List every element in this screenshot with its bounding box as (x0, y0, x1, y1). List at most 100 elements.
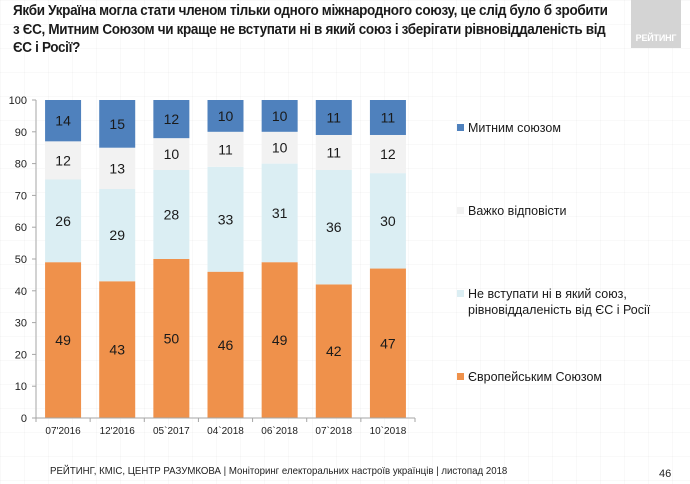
bar-segment-european-union (315, 284, 352, 418)
bar-segment-hard-to-say (207, 131, 244, 167)
page-title: Якби Україна могла стати членом тільки о… (13, 3, 608, 56)
data-label: 10 (272, 140, 288, 156)
legend-label: Митним союзом (468, 121, 561, 135)
bar-stack: 50 28 10 12 (153, 100, 190, 418)
y-tick-label: 80 (15, 159, 27, 171)
bar-segment-european-union (153, 259, 190, 418)
data-label: 13 (109, 160, 125, 176)
bar-segment-hard-to-say (369, 134, 406, 174)
data-label: 49 (272, 332, 288, 348)
bar-segment-no-union (369, 173, 406, 269)
data-label: 11 (327, 144, 342, 160)
y-tick-label: 10 (15, 381, 27, 393)
legend-marker-icon (457, 207, 464, 214)
data-label: 11 (218, 141, 233, 157)
data-label: 43 (109, 342, 125, 358)
data-label: 49 (55, 332, 71, 348)
bar-segment-no-union (45, 179, 82, 263)
legend-item-european-union: Європейським Союзом (457, 369, 687, 385)
bar-segment-european-union (261, 262, 298, 418)
y-tick-label: 100 (9, 95, 27, 107)
bar-stack: 49 26 12 14 (45, 100, 82, 418)
bar-segment-european-union (45, 262, 82, 418)
bar-segment-customs-union (261, 100, 298, 132)
bar-segment-hard-to-say (99, 147, 136, 190)
bar-segment-european-union (369, 268, 406, 418)
bars: 49 26 12 14 43 29 13 15 50 28 10 12 46 33 11 10 49 31 10 10… (45, 100, 406, 418)
y-tick-label: 0 (21, 413, 27, 425)
data-label: 33 (218, 211, 234, 227)
bar-segment-customs-union (315, 100, 352, 135)
data-label: 47 (380, 335, 396, 351)
x-tick-label: 04`2018 (207, 425, 244, 437)
y-tick-label: 30 (15, 318, 27, 330)
bar-segment-european-union (207, 271, 244, 418)
y-axis: 0 10 20 30 40 50 60 70 80 90 100 (9, 95, 37, 425)
x-tick-label: 05`2017 (153, 425, 190, 437)
x-tick-label: 07'2016 (45, 426, 81, 437)
legend-item-no-union: Не вступати ні в який союз, рівновіддале… (457, 286, 687, 318)
data-label: 15 (109, 116, 125, 132)
bar-segment-hard-to-say (153, 138, 190, 170)
x-tick-label: 12'2016 (100, 426, 136, 437)
data-label: 31 (272, 205, 288, 221)
data-label: 29 (109, 227, 125, 243)
legend-marker-icon (457, 124, 464, 131)
bar-segment-hard-to-say (315, 134, 352, 170)
x-tick-label: 06`2018 (261, 425, 298, 437)
legend-label: Європейським Союзом (468, 370, 603, 384)
bar-stack: 49 31 10 10 (261, 100, 298, 418)
bar-segment-customs-union (207, 100, 244, 132)
y-tick-label: 20 (15, 349, 27, 361)
data-label: 11 (381, 109, 396, 125)
bar-segment-hard-to-say (261, 131, 298, 164)
y-tick-label: 50 (15, 254, 27, 266)
bar-segment-no-union (207, 166, 244, 272)
bar-segment-customs-union (153, 100, 190, 139)
y-tick-label: 40 (15, 286, 27, 298)
y-tick-label: 60 (15, 222, 27, 234)
bar-segment-no-union (153, 169, 190, 259)
legend-label: Важко відповісти (468, 204, 567, 218)
bar-segment-customs-union (99, 100, 136, 148)
data-label: 12 (380, 146, 396, 162)
data-label: 10 (218, 108, 234, 124)
data-label: 11 (327, 109, 342, 125)
legend-marker-icon (457, 373, 464, 380)
x-tick-label: 10`2018 (370, 425, 407, 437)
data-label: 10 (164, 146, 180, 162)
data-label: 46 (218, 337, 234, 353)
bar-segment-customs-union (369, 100, 406, 135)
y-tick-label: 90 (15, 127, 27, 139)
logo-text: РЕЙТИНГ (635, 33, 677, 43)
y-tick-label: 70 (15, 190, 27, 202)
data-label: 28 (164, 206, 180, 222)
bar-stack: 46 33 11 10 (207, 100, 244, 418)
legend-label: Не вступати ні в який союз, рівновіддале… (468, 286, 650, 318)
legend-marker-icon (457, 290, 464, 297)
legend-item-hard-to-say: Важко відповісти (457, 203, 687, 219)
data-label: 26 (55, 213, 71, 229)
footer-source: РЕЙТИНГ, КМІС, ЦЕНТР РАЗУМКОВА | Монітор… (50, 465, 508, 477)
data-label: 50 (164, 331, 180, 347)
x-tick-label: 07`2018 (315, 425, 352, 437)
bar-segment-european-union (99, 281, 136, 418)
data-label: 12 (55, 152, 71, 168)
data-label: 30 (380, 213, 396, 229)
x-axis: 07'2016 12'2016 05`2017 04`2018 06`2018 07`20… (35, 417, 416, 437)
data-label: 14 (55, 113, 71, 129)
bar-segment-no-union (315, 169, 352, 285)
data-label: 42 (326, 343, 342, 359)
rating-logo: РЕЙТИНГ (631, 0, 681, 48)
page-number: 46 (659, 468, 672, 480)
data-label: 10 (272, 108, 288, 124)
bar-segment-no-union (261, 163, 298, 263)
bar-stack: 47 30 12 11 (369, 100, 406, 418)
data-label: 12 (164, 111, 180, 127)
data-label: 36 (326, 219, 342, 235)
legend-label-line2: рівновіддаленість від ЄС і Росії (468, 303, 651, 317)
bar-stack: 42 36 11 11 (315, 100, 352, 418)
legend-label-line1: Не вступати ні в який союз, (468, 287, 627, 301)
bar-segment-no-union (99, 189, 136, 282)
